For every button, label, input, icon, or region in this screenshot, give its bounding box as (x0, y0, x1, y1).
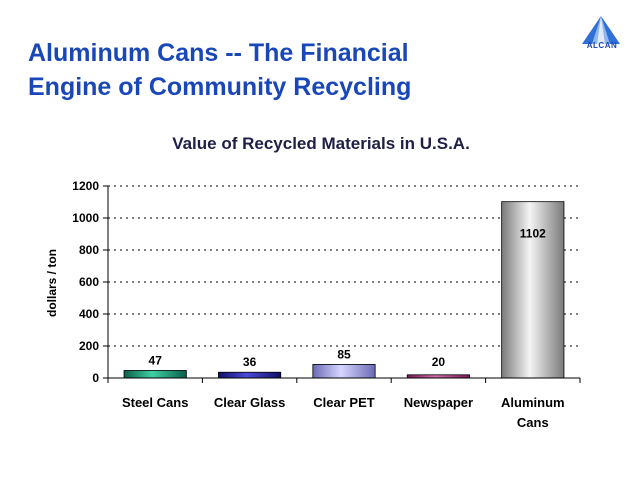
category-label: Clear Glass (214, 395, 286, 410)
category-label: Steel Cans (122, 395, 188, 410)
y-tick-label: 0 (92, 371, 99, 385)
y-tick-label: 400 (79, 307, 99, 321)
category-label: Cans (517, 415, 549, 430)
y-tick-label: 1200 (72, 179, 99, 193)
bar (312, 363, 376, 379)
logo-text: ALCAN (586, 41, 618, 50)
slide-title-line-2: Engine of Community Recycling (28, 73, 412, 101)
y-tick-label: 800 (79, 243, 99, 257)
gridlines (108, 185, 580, 347)
data-label: 20 (432, 355, 446, 369)
y-axis-label: dollars / ton (45, 249, 59, 317)
alcan-logo-icon (582, 16, 620, 44)
bar (123, 370, 187, 379)
y-axis-ticks: 0 200 400 600 800 1000 1200 (72, 179, 108, 385)
category-labels: Steel Cans Clear Glass Clear PET Newspaper A… (122, 395, 565, 430)
y-tick-label: 600 (79, 275, 99, 289)
axes (107, 186, 581, 383)
bars: 47 36 85 20 1102 (123, 201, 565, 379)
category-label: Aluminum (501, 395, 565, 410)
data-label: 36 (243, 355, 257, 369)
data-label: 1102 (520, 227, 546, 241)
slide-title: Aluminum Cans -- The Financial Engine of… (28, 36, 548, 104)
bar (218, 371, 282, 379)
slide-title-line-1: Aluminum Cans -- The Financial (28, 39, 409, 67)
category-label: Clear PET (313, 395, 374, 410)
data-label: 85 (337, 347, 351, 361)
category-label: Newspaper (404, 395, 473, 410)
chart-title: Value of Recycled Materials in U.S.A. (172, 134, 470, 153)
data-label: 47 (149, 353, 163, 367)
y-tick-label: 200 (79, 339, 99, 353)
y-tick-label: 1000 (72, 211, 99, 225)
